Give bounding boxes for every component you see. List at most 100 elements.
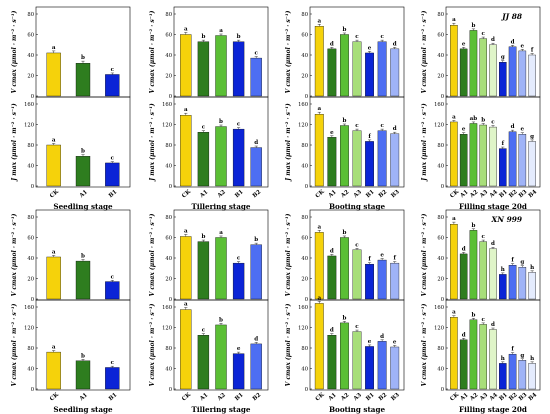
category-label: B2 <box>508 392 519 402</box>
y-tick-label: 120 <box>434 325 444 331</box>
significance-letter: c <box>355 34 359 40</box>
y-tick-label: 0 <box>169 94 172 100</box>
significance-letter: h <box>501 356 505 362</box>
bar-A1 <box>197 335 210 390</box>
bar-B1 <box>105 281 120 300</box>
bar-B1 <box>365 52 374 97</box>
significance-letter: e <box>393 339 397 345</box>
category-label: A2 <box>216 392 227 403</box>
bar-B1 <box>365 346 374 390</box>
category-label: B3 <box>390 189 401 199</box>
bar-A1 <box>75 360 91 390</box>
significance-letter: g <box>520 353 524 359</box>
stage-title: Tillering stage <box>191 405 250 414</box>
bar-A1 <box>459 253 468 300</box>
significance-letter: b <box>81 353 85 359</box>
category-label: A1 <box>198 392 209 403</box>
panel-frame <box>35 96 131 188</box>
category-label: B1 <box>234 392 245 402</box>
bar-B1 <box>499 274 507 300</box>
category-label: CK <box>49 188 61 199</box>
category-label: B4 <box>528 189 539 199</box>
bar-A2 <box>340 322 349 390</box>
category-label: B2 <box>378 392 389 402</box>
significance-letter: b <box>342 27 346 33</box>
panel-1-booting-jmax: 0 40 80 120 160 V cmax (μmol · m⁻² · s⁻¹) a CK d… <box>285 295 405 414</box>
y-tick-label: 80 <box>437 346 444 352</box>
category-label: CK <box>449 188 461 199</box>
y-tick-label: 20 <box>437 73 444 79</box>
y-axis-label: J max (μmol · m⁻² · s⁻¹) <box>285 103 292 182</box>
bar-A1 <box>459 134 468 187</box>
significance-letter: b <box>219 119 223 125</box>
significance-letter: a <box>317 106 321 112</box>
stage-title: Seedling stage <box>53 202 113 211</box>
significance-letter: d <box>254 140 258 146</box>
significance-letter: e <box>368 45 372 51</box>
bar-B3 <box>518 50 527 97</box>
y-tick-label: 40 <box>301 53 308 59</box>
y-tick-label: 80 <box>301 143 308 149</box>
y-tick-label: 40 <box>165 366 172 372</box>
y-tick-label: 160 <box>434 305 444 311</box>
bar-A2 <box>340 125 349 187</box>
bar-B2 <box>250 343 262 390</box>
significance-letter: b <box>342 230 346 236</box>
significance-letter: c <box>111 274 115 280</box>
significance-letter: a <box>452 310 456 316</box>
bar-B4 <box>528 141 536 187</box>
y-tick-label: 20 <box>165 73 172 79</box>
bar-CK <box>314 232 324 300</box>
category-label: A2 <box>216 189 227 200</box>
y-tick-label: 60 <box>27 32 34 38</box>
bar-B2 <box>508 353 517 390</box>
y-tick-label: 40 <box>301 366 308 372</box>
significance-letter: d <box>462 246 466 252</box>
bar-A3 <box>479 124 487 187</box>
significance-letter: d <box>393 126 397 132</box>
significance-letter: a <box>184 302 188 308</box>
category-label: B3 <box>390 392 401 402</box>
significance-letter: b <box>219 317 223 323</box>
y-tick-label: 80 <box>165 215 172 221</box>
y-tick-label: 80 <box>27 215 34 221</box>
significance-letter: e <box>237 346 241 352</box>
y-tick-label: 40 <box>437 163 444 169</box>
y-tick-label: 20 <box>27 73 34 79</box>
y-tick-label: 60 <box>165 235 172 241</box>
group-label: XN 999 <box>491 215 523 224</box>
y-tick-label: 120 <box>24 122 34 128</box>
y-tick-label: 80 <box>437 143 444 149</box>
bar-B3 <box>390 133 400 187</box>
significance-letter: f <box>368 257 371 263</box>
panel-1-tillering-vcmax: 0 20 40 60 80 V cmax (μmol · m⁻² · s⁻¹) a b a c b <box>149 209 269 303</box>
bar-CK <box>46 144 61 187</box>
bar-B1 <box>499 61 507 97</box>
bar-A2 <box>469 319 478 390</box>
bar-A3 <box>352 130 362 187</box>
significance-letter: d <box>462 332 466 338</box>
significance-letter: g <box>520 260 524 266</box>
y-tick-label: 60 <box>437 32 444 38</box>
y-axis-label: V cmax (μmol · m⁻² · s⁻¹) <box>421 10 428 93</box>
y-tick-label: 60 <box>301 32 308 38</box>
y-tick-label: 60 <box>301 235 308 241</box>
category-label: B3 <box>518 189 529 199</box>
significance-letter: d <box>330 41 334 47</box>
significance-letter: c <box>111 156 115 162</box>
y-tick-label: 160 <box>434 102 444 108</box>
category-label: A4 <box>488 392 499 403</box>
significance-letter: a <box>317 295 321 301</box>
significance-letter: c <box>380 123 384 129</box>
stage-title: Filling stage 20d <box>459 202 527 211</box>
significance-letter: c <box>355 242 359 248</box>
bar-A3 <box>479 38 487 97</box>
bar-B3 <box>390 346 400 390</box>
significance-letter: f <box>511 258 514 264</box>
bar-A3 <box>352 331 362 390</box>
category-label: A3 <box>352 189 363 200</box>
bar-CK <box>314 26 324 97</box>
bar-CK <box>180 115 192 187</box>
significance-letter: a <box>52 345 56 351</box>
